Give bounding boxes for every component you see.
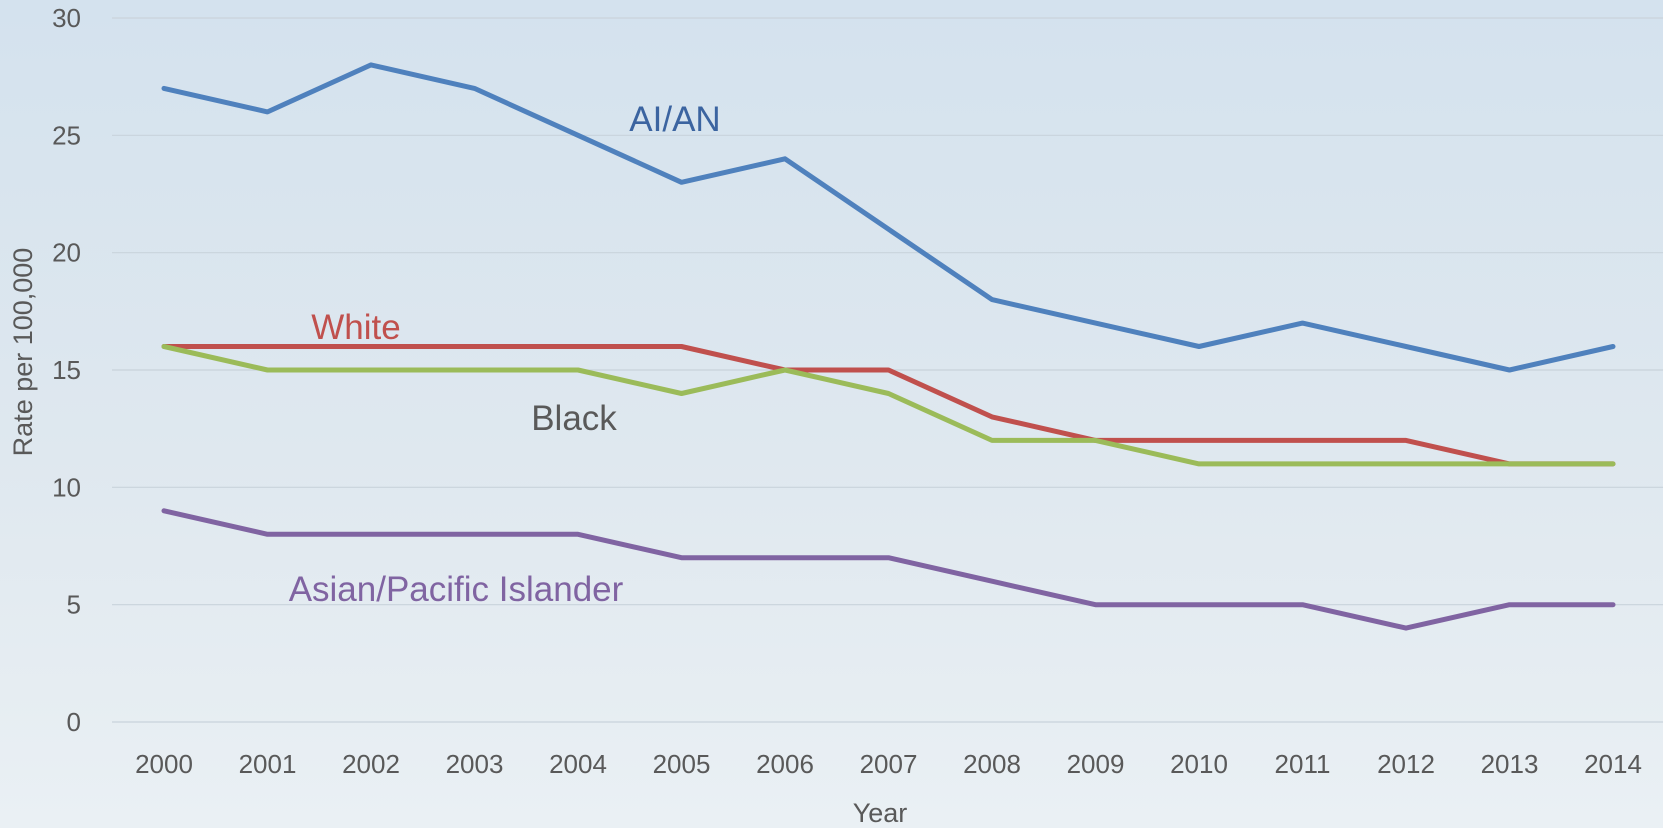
y-tick-label-25: 25 (52, 120, 81, 150)
x-tick-label-2013: 2013 (1481, 749, 1539, 779)
x-tick-label-2014: 2014 (1584, 749, 1642, 779)
y-tick-label-20: 20 (52, 238, 81, 268)
x-tick-label-2004: 2004 (549, 749, 607, 779)
series-line-ai-an (161, 62, 1616, 373)
x-tick-label-2003: 2003 (446, 749, 504, 779)
x-tick-label-2002: 2002 (342, 749, 400, 779)
series-label-asian-pacific-islander: Asian/Pacific Islander (289, 570, 624, 609)
x-tick-label-2012: 2012 (1377, 749, 1435, 779)
x-tick-label-2006: 2006 (756, 749, 814, 779)
series-label-black: Black (531, 399, 617, 438)
x-tick-label-2007: 2007 (860, 749, 918, 779)
x-tick-label-2008: 2008 (963, 749, 1021, 779)
series-line-white (161, 344, 1616, 467)
series-lines (161, 62, 1616, 631)
x-tick-label-2001: 2001 (239, 749, 297, 779)
y-tick-label-5: 5 (67, 590, 81, 620)
series-label-white: White (311, 308, 400, 347)
y-axis-tick-labels: 0 5 10 15 20 25 30 (52, 3, 81, 737)
y-tick-label-15: 15 (52, 355, 81, 385)
x-tick-label-2011: 2011 (1275, 749, 1331, 779)
y-tick-label-10: 10 (52, 472, 81, 502)
x-tick-label-2000: 2000 (135, 749, 193, 779)
series-line-black (161, 344, 1616, 467)
x-tick-label-2010: 2010 (1170, 749, 1228, 779)
x-axis-title: Year (853, 798, 908, 828)
x-tick-label-2005: 2005 (653, 749, 711, 779)
y-axis-title: Rate per 100,000 (8, 248, 38, 457)
series-label-ai-an: AI/AN (629, 100, 720, 139)
y-tick-label-30: 30 (52, 3, 81, 33)
x-axis-tick-labels: 2000 2001 2002 2003 2004 2005 2006 2007 2008 2009… (135, 749, 1642, 779)
y-tick-label-0: 0 (67, 707, 81, 737)
x-tick-label-2009: 2009 (1067, 749, 1125, 779)
series-labels: AI/AN White Black Asian/Pacific Islander (289, 100, 721, 609)
series-line-asian-pacific-islander (161, 508, 1616, 631)
